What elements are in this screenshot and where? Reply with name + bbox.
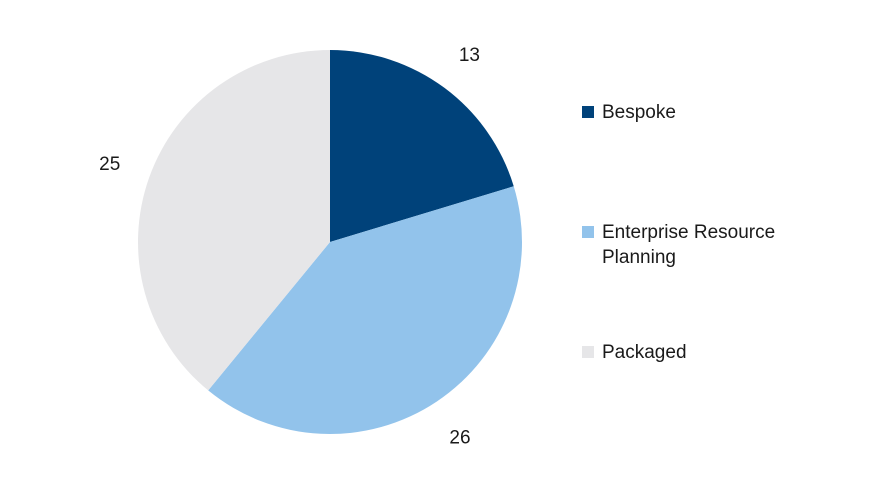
data-labels: 13 26 25	[99, 45, 480, 449]
pie-slice-enterprise-resource-planning	[208, 186, 522, 434]
legend-item-bespoke: Bespoke	[582, 100, 842, 125]
data-label-enterprise-resource-planning: 26	[449, 428, 470, 449]
legend-item-packaged: Packaged	[582, 340, 842, 365]
data-label-packaged: 25	[99, 154, 120, 175]
pie-slices	[138, 50, 522, 434]
legend-label-bespoke: Bespoke	[602, 102, 676, 123]
data-label-bespoke: 13	[459, 45, 480, 66]
legend-swatch-bespoke	[582, 106, 594, 118]
pie-slice-bespoke	[330, 50, 514, 242]
legend-swatch-enterprise-resource-planning	[582, 226, 594, 238]
legend-item-enterprise-resource-planning: Enterprise Resource Planning	[582, 220, 842, 270]
legend-swatch-packaged	[582, 346, 594, 358]
legend-label-packaged: Packaged	[602, 342, 687, 363]
legend-label-enterprise-resource-planning: Enterprise Resource Planning	[602, 222, 776, 268]
pie-slice-packaged	[138, 50, 330, 391]
